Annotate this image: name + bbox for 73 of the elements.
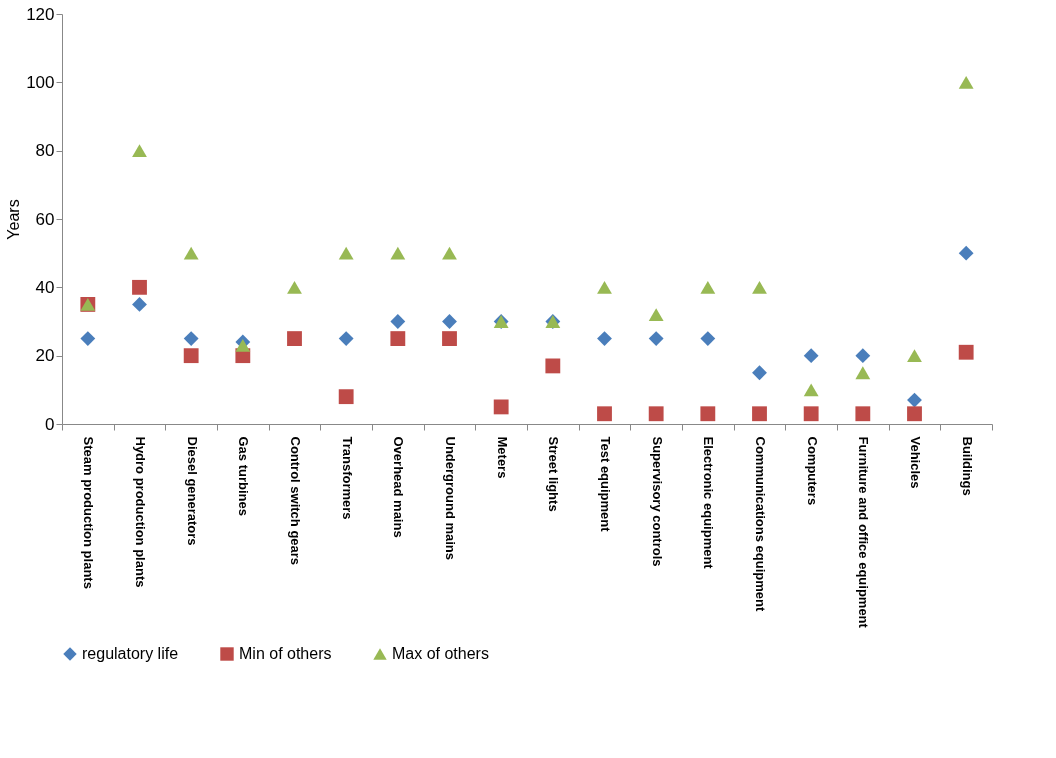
point	[80, 331, 96, 346]
point	[132, 144, 147, 158]
x-tick-label: Diesel generators	[184, 436, 200, 546]
point	[493, 399, 509, 415]
point	[855, 406, 871, 422]
y-tick-label: 120	[26, 4, 55, 24]
point	[132, 297, 147, 312]
point	[235, 338, 251, 352]
legend-label: Min of others	[239, 645, 332, 662]
point	[338, 389, 354, 405]
y-axis-title: Years	[5, 199, 23, 240]
x-tick-label: Communications equipment	[753, 436, 768, 612]
legend-label: Max of others	[392, 645, 489, 662]
x-tick-label: Steam production plants	[81, 436, 97, 589]
y-tick-label: 40	[35, 277, 55, 297]
x-tick-label: Meters	[494, 436, 510, 479]
point	[958, 75, 974, 89]
point	[803, 406, 819, 422]
x-tick-label: Furniture and office equipment	[856, 436, 872, 629]
x-tick-label: Electronic equipment	[701, 436, 717, 570]
point	[648, 406, 664, 422]
point	[648, 308, 664, 322]
point	[700, 406, 716, 422]
point	[287, 331, 302, 346]
point	[390, 246, 406, 260]
y-tick-label: 0	[45, 414, 55, 434]
y-tick-label: 80	[35, 141, 55, 161]
point	[803, 383, 819, 397]
point	[442, 246, 457, 260]
point	[545, 358, 561, 374]
point	[442, 314, 457, 329]
x-tick-label: Underground mains	[443, 436, 458, 561]
y-tick-label: 60	[35, 209, 55, 229]
point	[442, 331, 457, 346]
point	[700, 331, 716, 346]
x-tick-label: Supervisory controls	[649, 436, 665, 567]
y-tick-label: 100	[26, 72, 55, 92]
x-tick-label: Overhead mains	[391, 436, 407, 538]
point	[752, 406, 767, 422]
point	[183, 331, 199, 346]
point	[752, 280, 767, 294]
point	[597, 280, 612, 294]
point	[958, 245, 974, 261]
x-tick-label: Transformers	[339, 436, 355, 520]
x-tick-label: Gas turbines	[236, 436, 252, 516]
point	[907, 349, 922, 363]
point	[390, 331, 406, 346]
x-tick-label: Computers	[804, 436, 820, 506]
point	[648, 331, 664, 346]
point	[287, 280, 302, 294]
x-tick-label: Vehicles	[908, 436, 923, 489]
point	[700, 280, 716, 294]
point	[338, 246, 354, 260]
x-tick-label: Buildings	[959, 436, 975, 496]
legend-label: regulatory life	[82, 645, 179, 662]
point	[855, 366, 871, 380]
x-tick-label: Control switch gears	[288, 436, 303, 566]
point	[803, 348, 819, 364]
point	[390, 314, 406, 329]
y-tick-label: 20	[35, 346, 55, 366]
point	[183, 246, 199, 260]
x-tick-label: Hydro production plants	[133, 436, 148, 588]
point	[338, 331, 354, 346]
point	[183, 348, 199, 364]
point	[597, 406, 612, 422]
point	[132, 279, 147, 295]
point	[907, 406, 922, 422]
point	[752, 365, 767, 381]
point	[855, 348, 871, 364]
x-tick-label: Test equipment	[598, 436, 613, 533]
point	[958, 344, 974, 360]
x-tick-label: Street lights	[546, 436, 562, 512]
point	[597, 331, 612, 346]
